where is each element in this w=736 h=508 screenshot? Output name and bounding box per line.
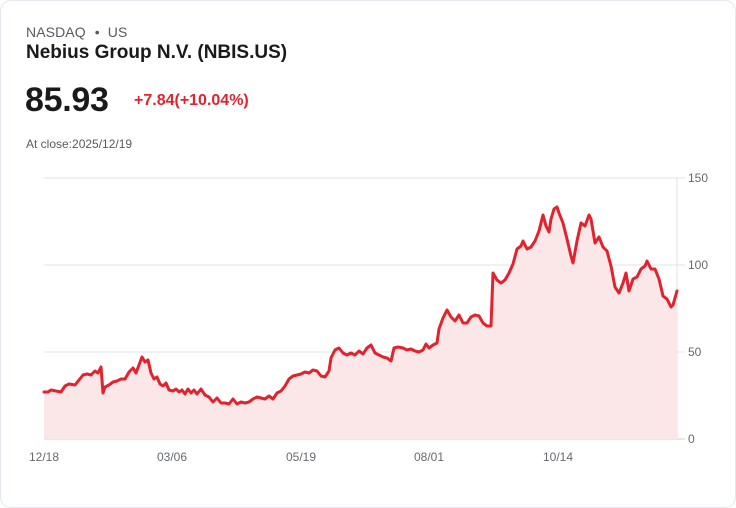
current-price: 85.93 [25,81,109,119]
exchange-line: NASDAQ • US [26,24,127,40]
price-area-fill [44,207,677,439]
x-tick-label: 03/06 [157,450,187,464]
price-change: +7.84(+10.04%) [134,92,249,109]
y-tick-label: 100 [688,258,708,272]
company-title: Nebius Group N.V. (NBIS.US) [26,42,288,63]
x-tick-label: 08/01 [414,450,444,464]
y-tick-label: 150 [688,171,708,185]
close-date: At close:2025/12/19 [26,137,133,151]
x-tick-label: 05/19 [286,450,316,464]
y-tick-label: 50 [688,345,702,359]
y-tick-label: 0 [688,432,695,446]
x-tick-label: 10/14 [543,450,573,464]
y-axis: 0 50 100 150 [688,171,708,446]
region-label: US [107,24,128,40]
x-tick-label: 12/18 [29,450,59,464]
x-axis: 12/18 03/06 05/19 08/01 10/14 [29,450,573,464]
price-chart[interactable]: 0 50 100 150 12/18 03/06 05/19 08/01 10/14 [1,161,736,471]
separator-dot: • [94,24,100,40]
price-line [42,205,679,406]
exchange-name: NASDAQ [26,24,86,40]
